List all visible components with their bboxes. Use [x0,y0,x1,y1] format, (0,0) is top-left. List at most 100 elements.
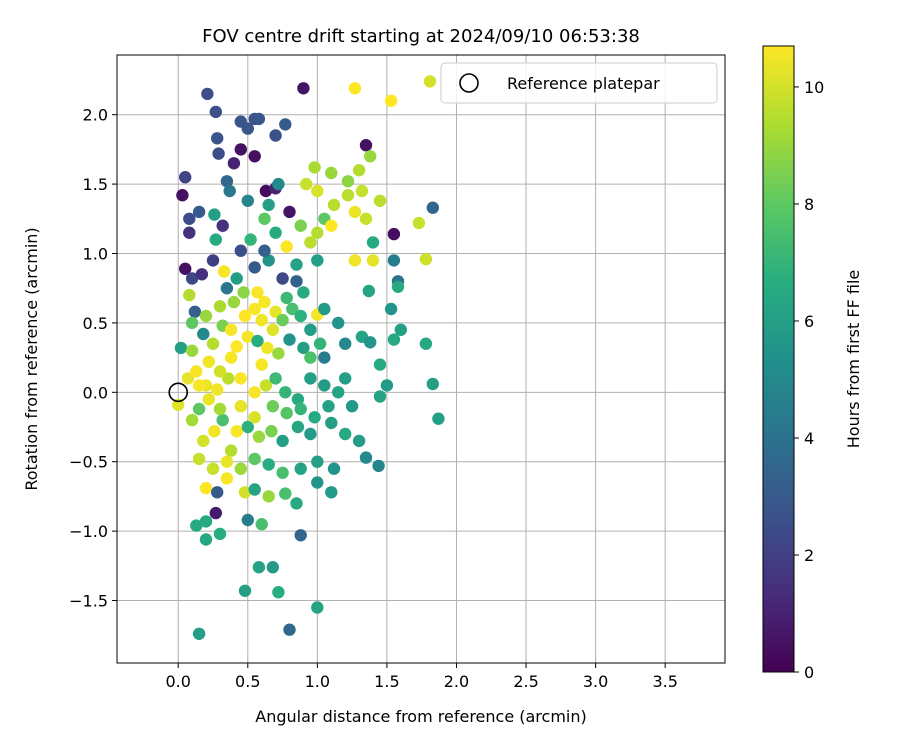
data-point [234,372,247,385]
data-point [266,561,279,574]
data-point [251,334,264,348]
data-point [327,198,341,212]
data-point [279,487,292,500]
y-tick-label: 0.5 [83,314,108,333]
data-point [391,280,405,293]
data-point [432,412,445,425]
data-point [294,402,307,416]
data-point [241,330,254,343]
data-point [197,434,210,448]
data-point [280,240,293,253]
data-point [366,236,380,249]
data-point [211,383,224,396]
legend: Reference platepar [440,62,718,104]
data-point [185,272,199,285]
data-point [230,340,243,353]
data-point [348,254,362,267]
data-points [172,75,445,640]
data-point [220,175,234,188]
data-point [380,379,394,392]
data-point [202,355,215,368]
data-point [206,254,220,267]
data-point [197,327,210,341]
data-point [269,372,282,385]
data-point [255,358,268,371]
data-point [192,205,206,219]
data-point [348,205,362,219]
data-point [325,219,338,232]
data-point [172,398,185,411]
data-point [217,265,231,278]
data-point [345,400,359,413]
data-point [227,157,241,170]
data-point [234,462,247,475]
data-point [181,372,195,385]
data-point [286,302,299,316]
data-point [276,434,289,448]
data-point [192,627,206,640]
data-point [185,413,199,427]
colorbar-tick-label: 0 [804,663,814,682]
data-point [266,323,279,336]
data-point [262,254,275,267]
data-point [423,75,437,88]
data-point [283,205,296,219]
data-point [220,282,234,295]
data-point [185,316,199,330]
y-tick-label: 1.5 [83,175,108,194]
data-point [262,198,275,212]
data-point [311,184,324,198]
data-point [261,341,274,355]
data-point [322,400,335,413]
data-point [355,184,369,198]
data-point [259,184,273,198]
data-point [262,458,275,471]
data-point [176,189,189,202]
x-tick-label: 1.0 [305,672,330,691]
data-point [209,233,222,246]
data-point [238,309,252,323]
data-point [211,486,224,499]
data-point [216,219,229,232]
data-point [325,486,338,499]
data-point [364,150,377,163]
data-point [259,379,273,392]
data-point [412,216,426,230]
legend-reference-icon [459,73,479,93]
data-point [394,323,407,336]
data-point [327,462,341,475]
x-tick-label: 1.5 [374,672,399,691]
data-point [238,486,252,499]
data-point [294,219,307,232]
data-point [364,336,377,349]
data-point [241,122,254,135]
data-point [213,402,227,416]
data-point [359,139,373,152]
data-point [325,416,338,430]
data-point [304,427,317,441]
data-point [241,420,254,434]
data-point [269,305,282,318]
data-point [308,411,321,424]
data-point [183,212,196,225]
data-point [206,462,220,475]
data-point [201,87,214,101]
data-point [211,132,224,145]
data-point [237,286,250,299]
colorbar-label: Hours from first FF file [844,270,863,449]
data-point [209,506,222,520]
data-point [426,201,439,214]
data-point [195,268,209,281]
data-point [248,386,261,399]
data-point [224,323,238,336]
data-point [208,425,221,438]
data-point [387,333,401,346]
data-point [419,337,433,350]
data-point [290,497,303,510]
y-axis-ticks: −1.5 −1.0 −0.5 0.0 0.5 1.0 1.5 2.0 [69,106,117,611]
data-point [248,483,261,496]
data-point [265,425,278,438]
data-point [255,518,268,531]
data-point [272,177,285,191]
